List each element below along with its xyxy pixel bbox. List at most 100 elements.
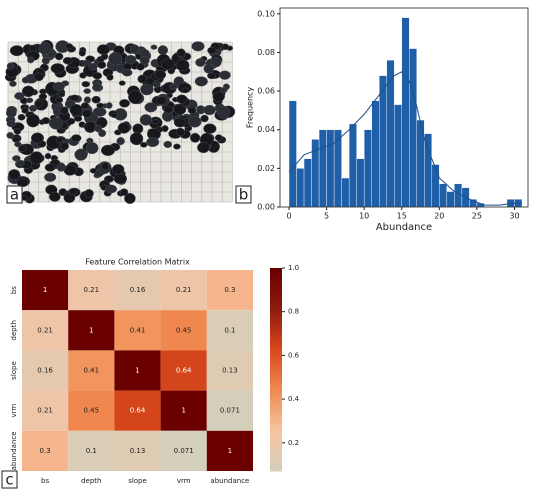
pebble xyxy=(169,83,178,91)
pebble xyxy=(59,106,69,115)
pebble xyxy=(84,121,97,133)
pebble xyxy=(6,132,15,139)
pebble xyxy=(207,46,217,55)
pebble xyxy=(16,178,29,188)
cell-label: 0.21 xyxy=(37,407,53,415)
pebble xyxy=(139,114,152,126)
colorbar-segment xyxy=(270,464,282,469)
cell-label: 0.41 xyxy=(84,367,100,375)
pebble xyxy=(189,132,201,143)
heatmap-cell xyxy=(160,310,207,351)
colorbar-segment xyxy=(270,288,282,293)
cell-label: 1 xyxy=(228,447,232,455)
y-tick-label: depth xyxy=(10,320,18,340)
pebble xyxy=(129,132,144,146)
pebble xyxy=(118,80,126,86)
panel-label: a xyxy=(10,186,19,204)
pebble xyxy=(163,105,174,114)
y-tick-label: 0.06 xyxy=(257,87,275,96)
pebble xyxy=(27,56,35,64)
cell-label: 0.1 xyxy=(224,326,235,334)
heatmap-cell xyxy=(160,430,207,471)
pebble xyxy=(56,136,63,144)
pebble xyxy=(121,68,133,77)
pebble xyxy=(71,134,82,143)
pebble xyxy=(187,115,202,128)
pebble xyxy=(105,102,113,109)
panel-label-box xyxy=(235,185,252,204)
colorbar-segment xyxy=(270,308,282,313)
pebble xyxy=(92,72,103,80)
cell-label: 0.071 xyxy=(174,447,194,455)
colorbar-segment xyxy=(270,440,282,445)
colorbar-segment xyxy=(270,379,282,384)
y-tick-label: 0.10 xyxy=(257,9,275,18)
pebble xyxy=(78,49,86,57)
pebble xyxy=(97,61,107,69)
pebble xyxy=(14,92,25,100)
pebble xyxy=(197,142,210,154)
x-tick-label: 25 xyxy=(472,212,482,221)
heatmap-cell xyxy=(68,430,115,471)
heatmap-cell xyxy=(114,310,161,351)
pebble xyxy=(65,43,74,50)
heatmap-cell xyxy=(160,270,207,311)
colorbar-segment xyxy=(270,359,282,364)
pebble xyxy=(151,119,160,125)
colorbar-segment xyxy=(270,447,282,452)
pebble xyxy=(80,102,90,110)
panel-label: b xyxy=(239,186,249,204)
heatmap-cell xyxy=(160,350,207,391)
pebble xyxy=(15,159,25,167)
photo-pebbles xyxy=(4,39,236,204)
pebble xyxy=(69,103,83,116)
pebble xyxy=(44,152,52,160)
x-tick-label: 15 xyxy=(397,212,407,221)
pebble xyxy=(94,124,103,133)
bar xyxy=(401,17,410,208)
pebble xyxy=(144,102,158,113)
pebble xyxy=(113,173,128,185)
panel-label: c xyxy=(5,471,13,489)
bar xyxy=(439,183,448,208)
pebble xyxy=(161,58,175,70)
heatmap-cell xyxy=(68,270,115,311)
bar xyxy=(424,133,433,208)
colorbar-segment xyxy=(270,274,282,279)
pebble xyxy=(44,172,57,182)
pebble xyxy=(119,188,129,196)
x-tick-label: 30 xyxy=(509,212,519,221)
y-tick-label: abundance xyxy=(10,431,18,470)
colorbar-segment xyxy=(270,413,282,418)
colorbar-segment xyxy=(270,355,282,360)
pebble xyxy=(60,141,69,151)
heatmap-cell xyxy=(206,430,253,471)
colorbar-segment xyxy=(270,416,282,421)
pebble xyxy=(48,191,61,202)
pebble xyxy=(89,168,97,174)
photo xyxy=(4,39,236,204)
colorbar-segment xyxy=(270,460,282,465)
pebble xyxy=(62,57,73,65)
colorbar-segment xyxy=(270,301,282,306)
colorbar-tick-label: 0.2 xyxy=(288,439,299,447)
colorbar-segment xyxy=(270,366,282,370)
pebble xyxy=(219,70,231,80)
bar xyxy=(431,164,440,208)
cell-label: 0.16 xyxy=(37,367,53,375)
pebble xyxy=(214,134,223,142)
pebble xyxy=(21,76,30,84)
cell-label: 0.45 xyxy=(84,407,100,415)
colorbar-segment xyxy=(270,284,282,289)
pebble xyxy=(21,85,35,98)
pebble xyxy=(128,90,143,105)
colorbar-segment xyxy=(270,420,282,425)
heatmap-cell xyxy=(114,270,161,311)
panel-label-box xyxy=(6,185,23,204)
heatmap-cell xyxy=(22,430,69,471)
pebble xyxy=(212,91,225,103)
pebble xyxy=(129,44,140,54)
pebble xyxy=(221,43,230,51)
pebble xyxy=(41,56,50,65)
